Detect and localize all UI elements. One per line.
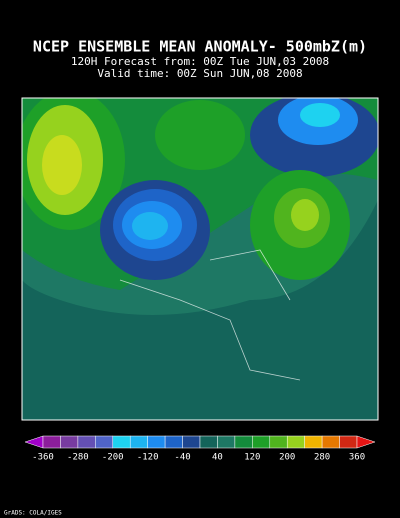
colorbar-segment <box>164 435 183 449</box>
colorbar-segment <box>60 435 79 449</box>
colorbar-segment <box>129 435 148 449</box>
colorbar-segment <box>339 435 358 449</box>
colorbar-segment <box>77 435 96 449</box>
colorbar-label: -40 <box>174 453 190 463</box>
colorbar-segment <box>304 435 323 449</box>
colorbar-label: -120 <box>137 453 159 463</box>
colorbar-segment <box>42 435 61 449</box>
colorbar-label: 280 <box>314 453 330 463</box>
colorbar-segment <box>112 435 131 449</box>
colorbar-label: 200 <box>279 453 295 463</box>
colorbar-label: 360 <box>349 453 365 463</box>
colorbar-label: -280 <box>67 453 89 463</box>
credit: GrADS: COLA/IGES <box>4 510 62 517</box>
colorbar-label: -360 <box>32 453 54 463</box>
colorbar-segment <box>199 435 218 449</box>
title: NCEP ENSEMBLE MEAN ANOMALY- 500mbZ(m) <box>33 38 367 56</box>
colorbar-arrow <box>356 435 376 449</box>
colorbar-segment <box>321 435 340 449</box>
colorbar-segment <box>95 435 114 449</box>
colorbar-segment <box>269 435 288 449</box>
colorbar-segment <box>217 435 236 449</box>
colorbar-segment <box>252 435 271 449</box>
colorbar-segment <box>182 435 201 449</box>
colorbar-segment <box>286 435 305 449</box>
valid-time: Valid time: 00Z Sun JUN,08 2008 <box>97 67 302 80</box>
colorbar-segment <box>234 435 253 449</box>
colorbar-label: 40 <box>212 453 223 463</box>
colorbar: -360 -280 -200 -120 -40 40 120 200 280 360 <box>24 435 376 463</box>
colorbar-segment <box>147 435 166 449</box>
colorbar-label: -200 <box>102 453 124 463</box>
colorbar-label: 120 <box>244 453 260 463</box>
forecast: 120H Forecast from: 00Z Tue JUN,03 2008 <box>71 55 329 68</box>
map <box>21 97 379 421</box>
